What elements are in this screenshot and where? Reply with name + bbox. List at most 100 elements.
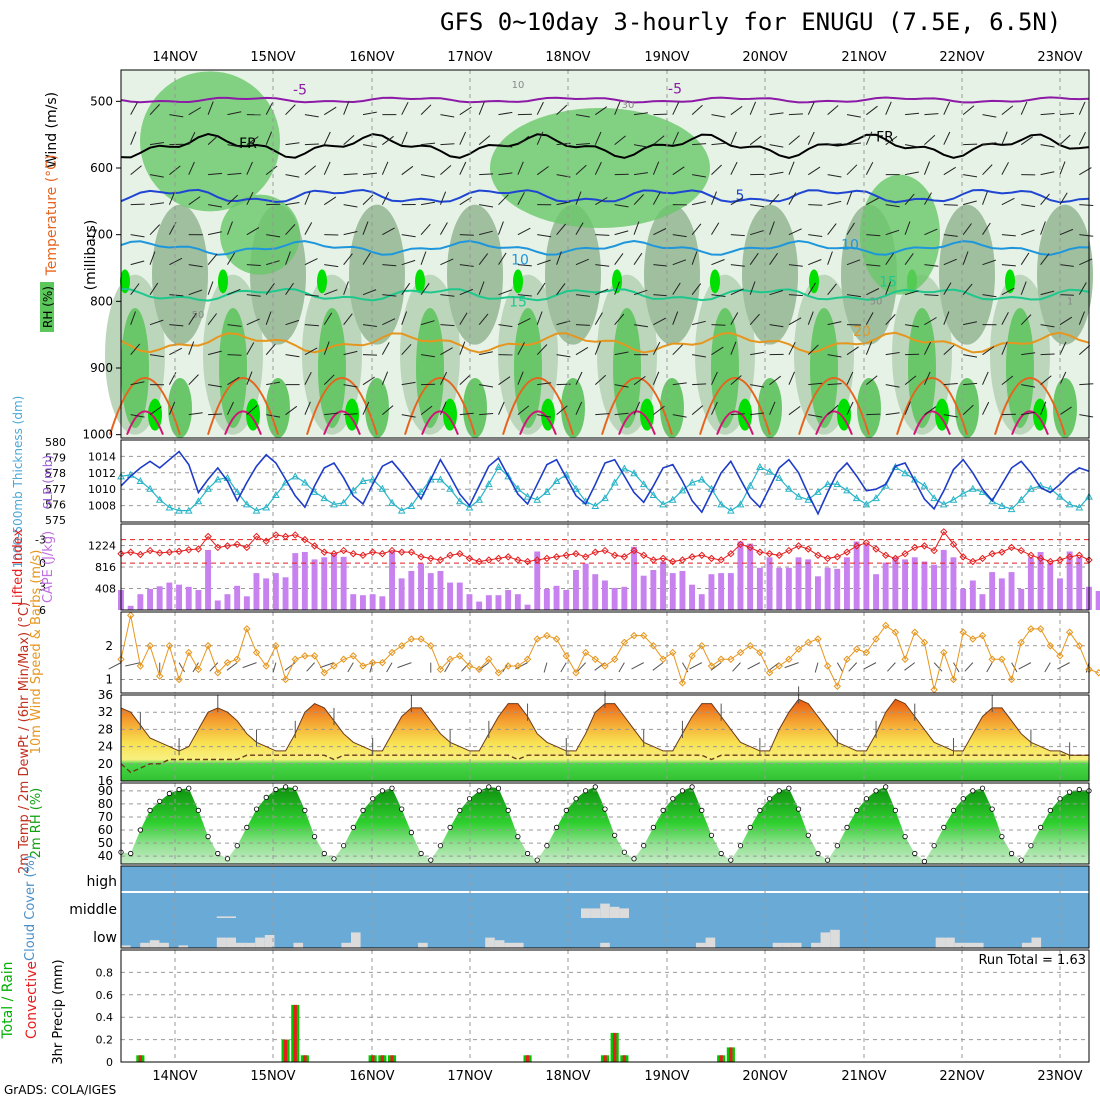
wind-barb xyxy=(827,383,842,386)
wind-barb xyxy=(885,101,892,115)
wind-barb xyxy=(459,264,474,267)
cape-bar xyxy=(669,573,676,610)
wind-speed-point xyxy=(601,662,609,670)
li-point xyxy=(243,543,251,552)
wind-barb xyxy=(149,174,164,178)
wind-barb xyxy=(130,131,137,145)
wind-barb xyxy=(227,376,240,386)
cape-bar xyxy=(863,544,870,610)
thickness-point xyxy=(426,475,435,483)
li-point xyxy=(398,548,406,556)
cloud-low-bar xyxy=(600,942,610,948)
wind-barb xyxy=(323,341,330,355)
rh-point xyxy=(360,807,366,814)
precip-legend-conv: Convective xyxy=(24,961,40,1039)
li-tick-label: 0 xyxy=(39,557,46,570)
dewpoint-line xyxy=(120,754,1089,774)
wind-barb xyxy=(266,234,281,238)
wind-barb xyxy=(710,662,722,671)
wind-barb xyxy=(285,282,294,295)
wind-speed-point xyxy=(804,638,812,647)
rh-tick-label: 50 xyxy=(98,836,113,850)
rh-point xyxy=(302,807,308,814)
thickness-point xyxy=(484,480,493,488)
thickness-point xyxy=(436,475,445,483)
wind-barb xyxy=(304,191,311,205)
wind-barb xyxy=(672,131,679,145)
cape-bar xyxy=(892,557,899,610)
li-point xyxy=(1065,553,1074,561)
rh-region xyxy=(955,378,979,438)
wind-barb xyxy=(769,112,784,116)
cape-bar xyxy=(147,588,153,610)
wind-barb xyxy=(246,264,261,266)
wind-barb xyxy=(479,173,494,176)
rh-point xyxy=(215,850,221,857)
rh-point xyxy=(737,843,744,849)
cloud-middle-bar xyxy=(609,906,620,918)
cape-bar xyxy=(650,570,657,610)
cape-bar xyxy=(679,571,686,610)
wind-speed-point xyxy=(736,648,745,657)
wind-barb xyxy=(1059,294,1074,296)
temp-area xyxy=(121,699,1089,781)
precip-conv-bar xyxy=(371,1055,375,1062)
li-point xyxy=(610,551,619,559)
precip-frame xyxy=(120,949,1090,1063)
wind-barb xyxy=(827,174,842,178)
thickness-point xyxy=(756,462,764,470)
wind-barb xyxy=(1001,287,1015,296)
thickness-point xyxy=(649,490,658,499)
li-point xyxy=(649,556,658,564)
li-point xyxy=(852,542,861,550)
rh2m-frame xyxy=(120,782,1090,865)
wind-barb xyxy=(381,342,390,355)
wind-barb xyxy=(1044,662,1051,673)
wind-barb xyxy=(401,414,416,418)
wind-barb xyxy=(672,166,685,176)
date-label-top: 20NOV xyxy=(742,50,787,65)
li-point xyxy=(349,550,358,558)
rh-point xyxy=(873,788,879,794)
thickness-point xyxy=(1065,500,1074,508)
wind-barb xyxy=(788,228,802,236)
thickness-point xyxy=(368,475,377,483)
wind-barb xyxy=(788,135,800,146)
thickness-point xyxy=(804,495,813,503)
thickness-point xyxy=(514,484,522,492)
li-point xyxy=(978,554,987,563)
wind-barb xyxy=(478,662,490,671)
date-label-top: 23NOV xyxy=(1037,50,1082,65)
rh-point xyxy=(553,824,560,831)
wind-barb xyxy=(808,234,823,237)
contour-label: 10 xyxy=(511,253,529,269)
cape-bar xyxy=(137,594,144,610)
cloud-low-bar xyxy=(178,945,189,948)
wind-barb xyxy=(246,318,260,326)
wind-barb xyxy=(498,401,505,415)
li-point xyxy=(175,547,183,556)
wind-speed-point xyxy=(707,662,716,670)
thickness-point xyxy=(659,500,667,508)
wind-speed-point xyxy=(223,658,232,667)
wind-barb xyxy=(246,342,255,355)
contour-label: -5 xyxy=(668,81,682,97)
wind-barb xyxy=(517,342,525,355)
cape-bar xyxy=(127,605,134,610)
wind-speed-point xyxy=(243,625,251,633)
wind-barb xyxy=(633,401,641,415)
wind-barb xyxy=(304,258,318,266)
rh-region xyxy=(318,308,346,428)
li-point xyxy=(156,549,164,557)
rh-region xyxy=(218,269,228,294)
precip-tick-label: 0.4 xyxy=(96,1011,114,1024)
wind-speed-point xyxy=(959,628,967,636)
wind-barb xyxy=(517,317,531,326)
rh-point xyxy=(1008,850,1015,857)
cape-bar xyxy=(350,594,357,610)
wind-barb xyxy=(343,281,349,295)
wind-barb xyxy=(672,311,679,325)
cape-bar xyxy=(582,563,589,610)
wind-speed-point xyxy=(310,652,319,660)
wind-barb xyxy=(866,105,878,116)
